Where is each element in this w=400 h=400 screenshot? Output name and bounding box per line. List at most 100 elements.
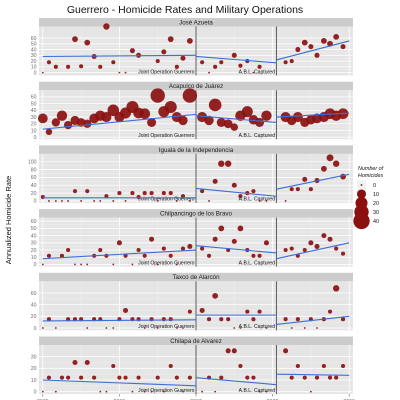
y-tick-label: 30 — [31, 53, 37, 59]
y-tick-label: 60 — [31, 219, 37, 225]
panel-strip — [39, 209, 353, 218]
legend-title-line: Number of — [358, 166, 384, 172]
data-point — [332, 160, 340, 167]
data-point — [332, 285, 340, 292]
y-tick-label: 40 — [31, 47, 37, 53]
data-point — [67, 200, 70, 202]
data-point — [84, 359, 90, 366]
data-point — [142, 253, 147, 258]
y-tick-label: 30 — [31, 115, 37, 121]
data-point — [59, 253, 65, 258]
data-point — [321, 233, 327, 239]
event-annotation: A.B.L. Captured — [239, 388, 275, 394]
data-point — [200, 189, 205, 194]
data-point — [334, 375, 339, 380]
data-point — [321, 363, 326, 369]
data-point — [37, 113, 48, 124]
trend-line — [276, 112, 350, 118]
data-point — [168, 317, 173, 322]
data-point — [149, 191, 154, 196]
trend-line — [276, 242, 350, 260]
data-point — [66, 247, 71, 253]
data-point — [263, 240, 269, 246]
data-point — [136, 194, 141, 200]
data-point — [174, 64, 179, 69]
data-point — [308, 187, 313, 192]
data-point — [302, 247, 307, 253]
data-point — [340, 363, 346, 369]
data-point — [213, 64, 218, 69]
data-point — [208, 200, 210, 202]
data-point — [85, 189, 90, 194]
trend-line — [42, 54, 197, 58]
y-tick-label: 20 — [31, 122, 37, 128]
data-point — [167, 36, 174, 43]
data-point — [283, 60, 288, 65]
data-point — [295, 363, 300, 369]
data-point — [41, 327, 44, 329]
legend-label: 0 — [373, 183, 376, 189]
data-point — [161, 317, 166, 322]
data-point — [56, 110, 68, 121]
legend-label: 20 — [373, 201, 379, 207]
data-point — [84, 39, 91, 46]
data-point — [289, 59, 294, 64]
data-point — [214, 390, 217, 393]
data-point — [308, 240, 314, 246]
y-tick-label: 10 — [31, 128, 37, 134]
data-point — [123, 253, 128, 258]
data-point — [226, 317, 231, 322]
data-point — [302, 375, 307, 380]
data-point — [230, 123, 239, 131]
data-point — [283, 317, 288, 322]
data-point — [66, 375, 71, 380]
data-point — [223, 119, 233, 129]
panel-strip-title: Taxco de Alarcón — [172, 274, 220, 281]
data-point — [187, 309, 192, 314]
data-point — [117, 375, 122, 380]
data-point — [117, 191, 122, 196]
data-point — [54, 390, 57, 393]
legend-key-point — [356, 189, 367, 199]
data-point — [124, 200, 127, 202]
y-tick-label: 20 — [31, 366, 37, 372]
legend-key-point — [353, 212, 370, 230]
trend-line — [276, 315, 350, 326]
data-point — [112, 327, 115, 329]
data-point — [252, 71, 255, 74]
data-point — [219, 60, 224, 65]
data-point — [48, 200, 50, 202]
data-point — [46, 317, 52, 322]
data-point — [257, 309, 262, 314]
data-point — [66, 64, 71, 69]
data-point — [168, 253, 173, 258]
y-tick-label: 30 — [31, 241, 37, 247]
panel-5: Taxco de Alarcón 0 20 40 60 Joint Operation G… — [31, 272, 353, 332]
legend-title-line: Homicides — [358, 173, 383, 179]
y-tick-label: 20 — [31, 191, 37, 197]
data-point — [327, 309, 333, 314]
event-annotation: Joint Operation Guerrero — [138, 197, 195, 203]
data-point — [212, 292, 219, 299]
y-tick-label: 10 — [31, 65, 37, 71]
data-point — [61, 200, 63, 202]
trend-line — [42, 379, 197, 387]
data-point — [168, 191, 173, 196]
y-tick-label: 30 — [31, 354, 37, 360]
data-point — [219, 375, 224, 380]
data-point — [265, 390, 268, 393]
trend-line — [42, 249, 197, 260]
data-point — [295, 187, 300, 192]
data-point — [237, 225, 244, 232]
data-point — [187, 243, 193, 249]
data-point — [309, 390, 312, 393]
panel-6: Chilapa de Alvarez 0 10 20 30 Joint Operation… — [31, 336, 353, 395]
panel-strip — [39, 145, 353, 154]
data-point — [340, 44, 346, 50]
event-annotation: Joint Operation Guerrero — [138, 388, 195, 394]
data-point — [147, 117, 157, 127]
data-point — [155, 59, 160, 64]
